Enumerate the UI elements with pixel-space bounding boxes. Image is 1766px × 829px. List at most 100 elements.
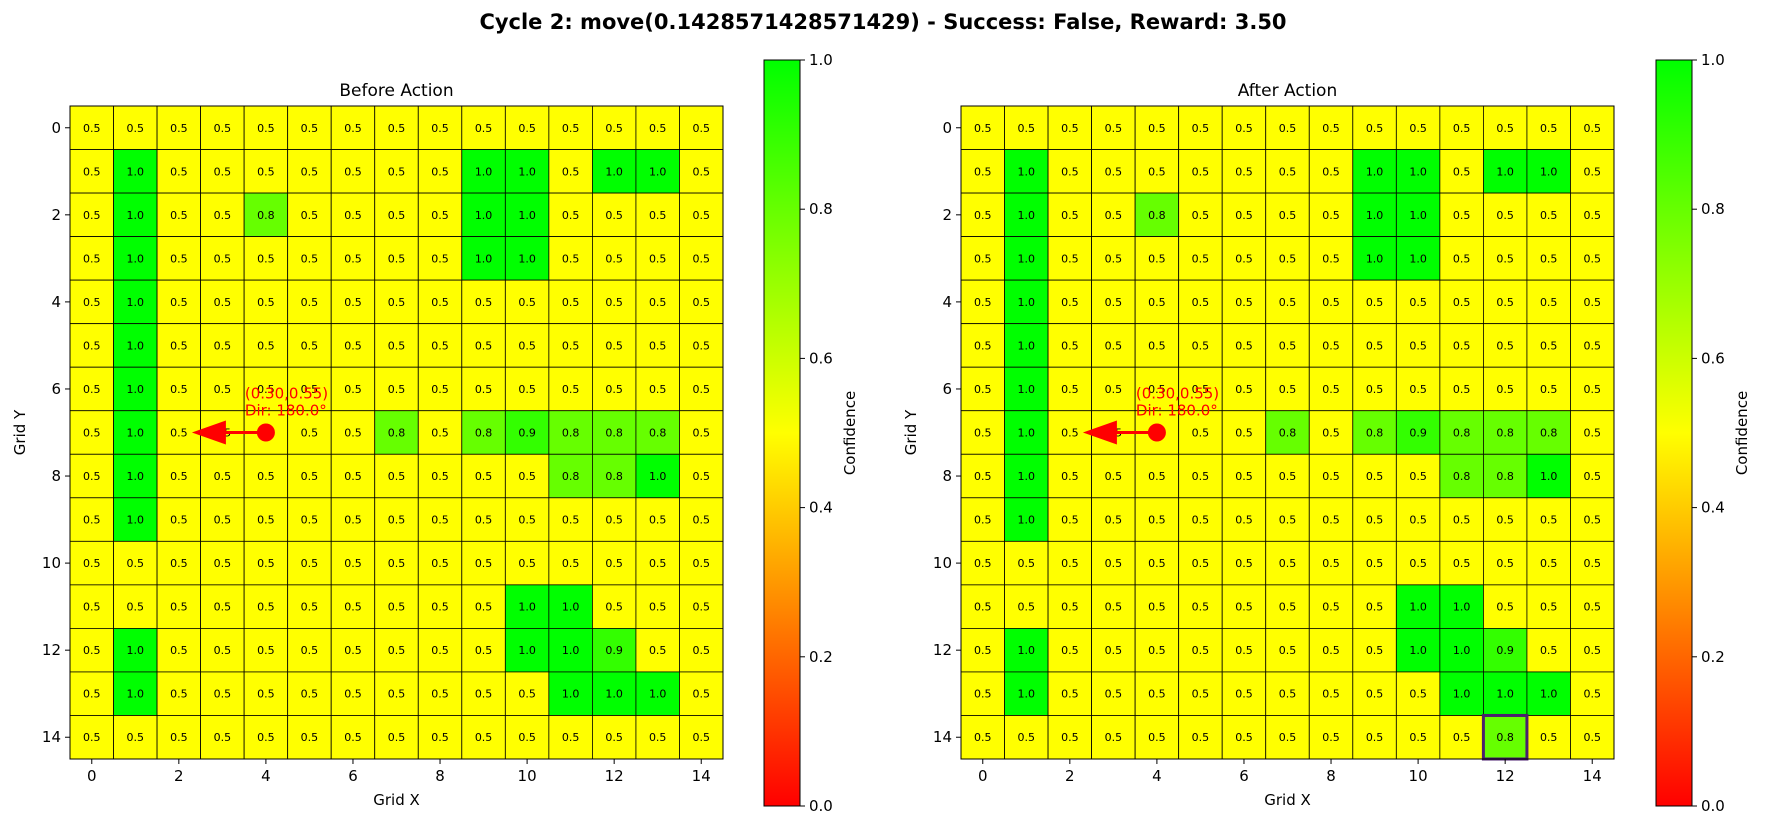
agent-position-marker (1147, 423, 1166, 442)
cell-value-label: 1.0 (127, 383, 145, 396)
cell-value-label: 1.0 (1018, 296, 1036, 309)
panel-title: After Action (1238, 81, 1337, 101)
cell-value-label: 0.5 (1453, 122, 1471, 135)
cell-value-label: 0.5 (170, 557, 188, 570)
heatmap-cell (243, 628, 289, 673)
cell-value-label: 0.5 (605, 252, 623, 265)
cell-value-label: 0.8 (605, 470, 623, 483)
cell-value-label: 0.5 (344, 165, 362, 178)
y-tick-label: 4 (942, 293, 952, 311)
cell-value-label: 0.5 (1192, 557, 1210, 570)
cell-value-label: 0.5 (1540, 209, 1558, 222)
heatmap-cell (548, 105, 593, 150)
heatmap-cell (1221, 540, 1267, 586)
colorbar-tick-label: 0.4 (809, 499, 833, 517)
colorbar: 0.0 0.2 0.4 0.6 0.8 1.0 Confidence (1655, 51, 1751, 815)
cell-value-label: 0.5 (1061, 470, 1079, 483)
cell-value-label: 1.0 (1453, 644, 1471, 657)
heatmap-cell (374, 584, 419, 629)
cell-value-label: 0.5 (170, 731, 188, 744)
heatmap-cell (1352, 366, 1397, 412)
cell-value-label: 0.5 (1148, 557, 1166, 570)
cell-value-label: 0.5 (518, 514, 536, 527)
heatmap-cell (548, 715, 593, 760)
cell-value-label: 0.5 (344, 557, 362, 570)
cell-value-label: 0.5 (257, 252, 275, 265)
heatmap-cell (504, 366, 550, 412)
cell-value-label: 0.5 (562, 339, 580, 352)
heatmap-cell (243, 540, 289, 586)
heatmap-cell (1047, 453, 1092, 499)
heatmap-cell (374, 236, 419, 281)
cell-value-label: 0.5 (170, 383, 188, 396)
cell-value-label: 0.5 (1322, 557, 1340, 570)
heatmap-cell (417, 236, 463, 281)
heatmap-cell (374, 497, 419, 542)
cell-value-label: 0.5 (1366, 514, 1384, 527)
cell-value-label: 0.8 (257, 209, 275, 222)
heatmap-cell (1221, 279, 1267, 325)
cell-value-label: 0.5 (649, 296, 667, 309)
heatmap-cell (1439, 453, 1484, 499)
cell-value-label: 0.8 (1279, 427, 1297, 440)
heatmap-cell (69, 366, 114, 412)
cell-value-label: 0.5 (1018, 731, 1036, 744)
heatmap-cell (69, 671, 114, 716)
cell-value-label: 0.5 (475, 557, 493, 570)
cell-value-label: 0.5 (1148, 252, 1166, 265)
cell-value-label: 0.5 (1061, 383, 1079, 396)
x-tick-label: 6 (348, 767, 358, 785)
cell-value-label: 0.5 (1583, 470, 1601, 483)
heatmap-cell (200, 279, 245, 325)
x-tick-label: 4 (261, 767, 271, 785)
cell-value-label: 0.5 (1366, 688, 1384, 701)
cell-value-label: 0.5 (1192, 731, 1210, 744)
cell-value-label: 0.5 (127, 557, 145, 570)
cell-value-label: 0.5 (1105, 165, 1123, 178)
heatmap-cell (1526, 192, 1571, 237)
heatmap-cell (679, 279, 724, 325)
heatmap-cell (200, 149, 245, 194)
panels: 0.5 0.5 0.5 0.5 0.5 0.5 0.5 0.5 0.5 0.5 0.5 0.5 0.5 0… (11, 51, 1751, 815)
heatmap-cell (113, 628, 158, 673)
cell-value-label: 0.5 (388, 165, 406, 178)
cell-value-label: 0.5 (974, 688, 992, 701)
heatmap-cell (461, 236, 506, 281)
heatmap-cell (1091, 540, 1136, 586)
cell-value-label: 0.5 (388, 383, 406, 396)
heatmap-cell (1308, 279, 1354, 325)
cell-value-label: 0.5 (1105, 557, 1123, 570)
cell-value-label: 0.5 (301, 470, 319, 483)
heatmap-cell (679, 366, 724, 412)
cell-value-label: 0.5 (388, 209, 406, 222)
heatmap-cell (1047, 497, 1092, 542)
cell-value-label: 0.8 (475, 427, 493, 440)
heatmap-cell (548, 497, 593, 542)
heatmap-cell (113, 323, 158, 368)
cell-value-label: 0.5 (974, 644, 992, 657)
cell-value-label: 1.0 (127, 470, 145, 483)
cell-value-label: 0.5 (301, 296, 319, 309)
cell-value-label: 0.5 (692, 383, 710, 396)
cell-value-label: 0.8 (562, 427, 580, 440)
cell-value-label: 0.5 (214, 731, 232, 744)
cell-value-label: 0.5 (344, 514, 362, 527)
heatmap-cell (1308, 323, 1354, 368)
cell-value-label: 0.5 (301, 731, 319, 744)
heatmap-cell (548, 323, 593, 368)
cell-value-label: 0.5 (1148, 383, 1166, 396)
cell-value-label: 0.5 (1279, 557, 1297, 570)
cell-value-label: 0.5 (1496, 383, 1514, 396)
cell-value-label: 0.5 (214, 601, 232, 614)
heatmap-cell (679, 540, 724, 586)
heatmap-cell (1308, 149, 1354, 194)
heatmap-cell (1526, 410, 1571, 455)
heatmap-cell (417, 323, 463, 368)
cell-value-label: 0.5 (1366, 557, 1384, 570)
heatmap-cell (1004, 105, 1049, 150)
heatmap-cell (1265, 671, 1310, 716)
x-tick-label: 14 (1583, 767, 1602, 785)
cell-value-label: 0.5 (214, 514, 232, 527)
heatmap-cell (113, 497, 158, 542)
heatmap-cell (200, 323, 245, 368)
